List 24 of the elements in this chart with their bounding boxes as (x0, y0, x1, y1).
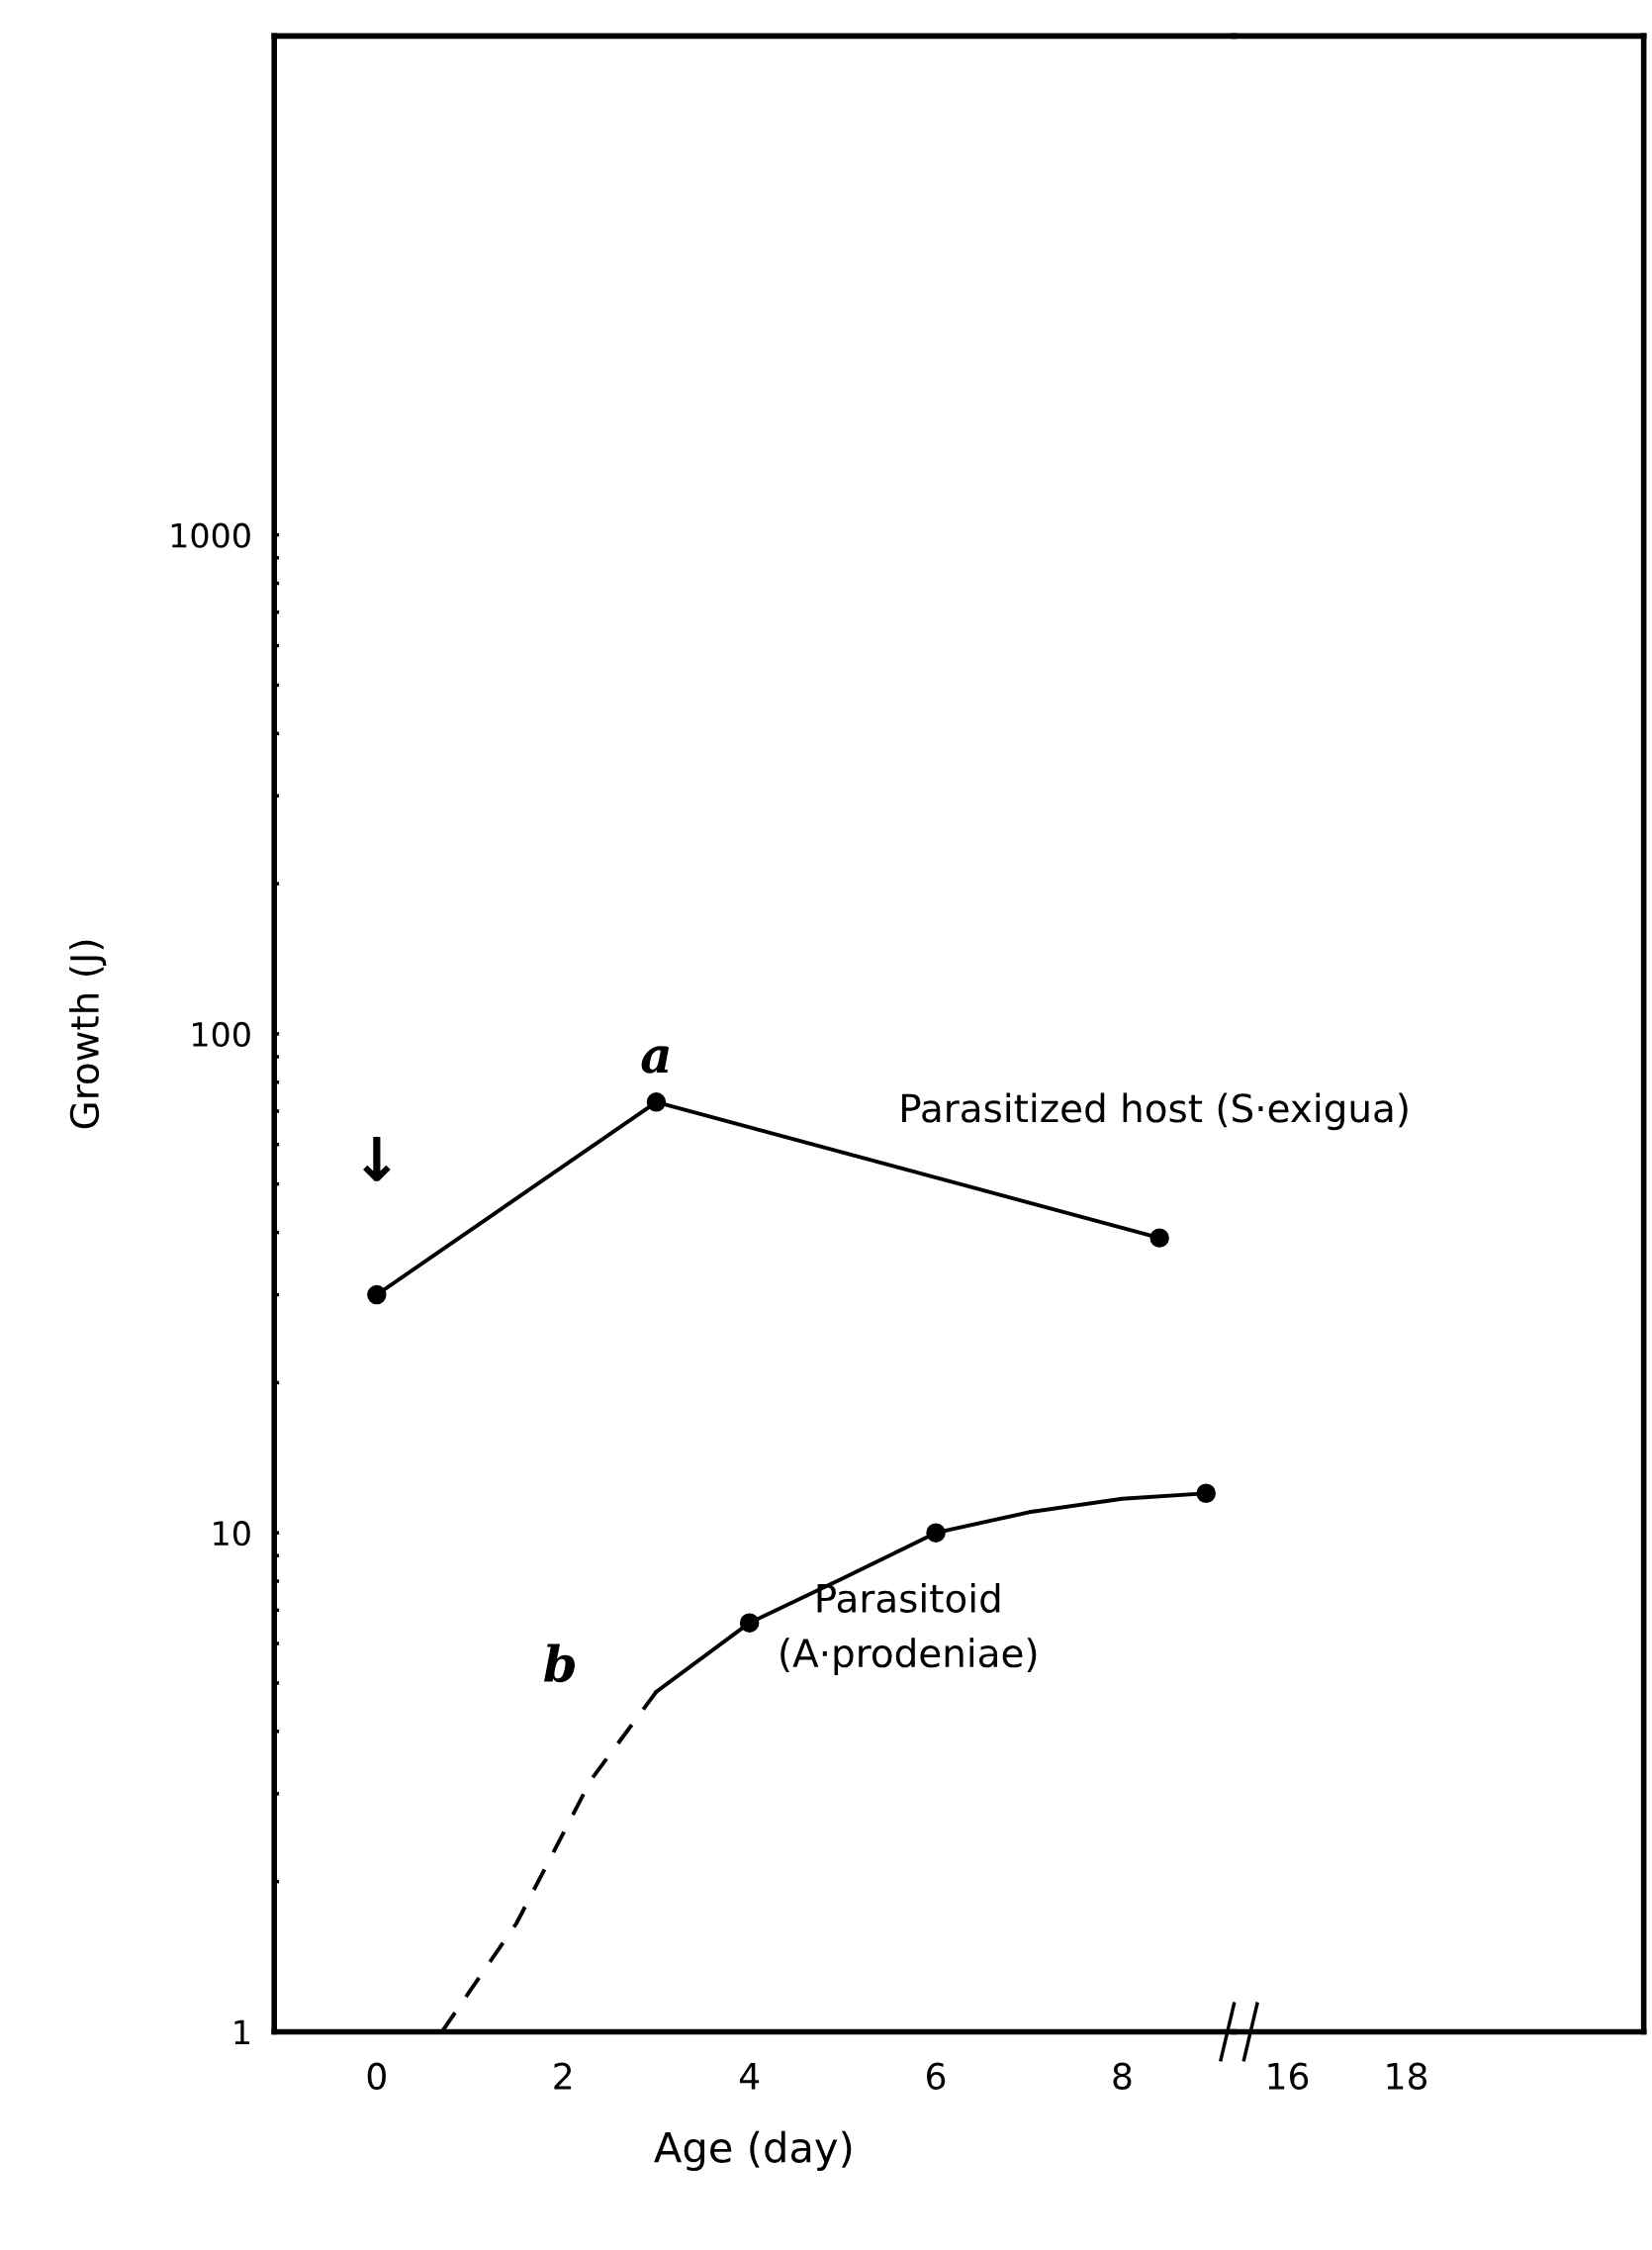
point (646, 1092, 667, 1112)
x-tick-label: 4 (739, 2063, 760, 2090)
point (1149, 1228, 1169, 1248)
x-tick-label: 8 (1113, 2062, 1132, 2090)
point (1196, 1483, 1216, 1503)
point (367, 1284, 387, 1305)
annotation: a (641, 1046, 670, 1074)
x-tick-label: 2 (554, 2062, 572, 2090)
x-tick-label: 6 (927, 2062, 946, 2090)
point (926, 1523, 946, 1543)
y-tick-label: 1000 (171, 522, 250, 548)
y-tick-label: 1 (234, 2019, 249, 2045)
y-tick-label: 10 (214, 1521, 250, 1547)
point (739, 1613, 760, 1633)
x-axis-title: Age (day) (654, 2130, 852, 2171)
y-tick-label: 100 (193, 1021, 250, 1048)
x-tick-label: 18 (1387, 2062, 1427, 2090)
annotation: Parasitized host (S·exigua) (902, 1092, 1408, 1131)
annotation: ↓ (363, 1136, 391, 1181)
annotation: Parasitoid (A·prodeniae) (780, 1582, 1037, 1675)
x-tick-label: 16 (1268, 2062, 1309, 2090)
x-tick-label: 0 (367, 2062, 386, 2090)
annotation: b (543, 1643, 576, 1683)
y-axis-title: Growth (J) (69, 940, 107, 1129)
